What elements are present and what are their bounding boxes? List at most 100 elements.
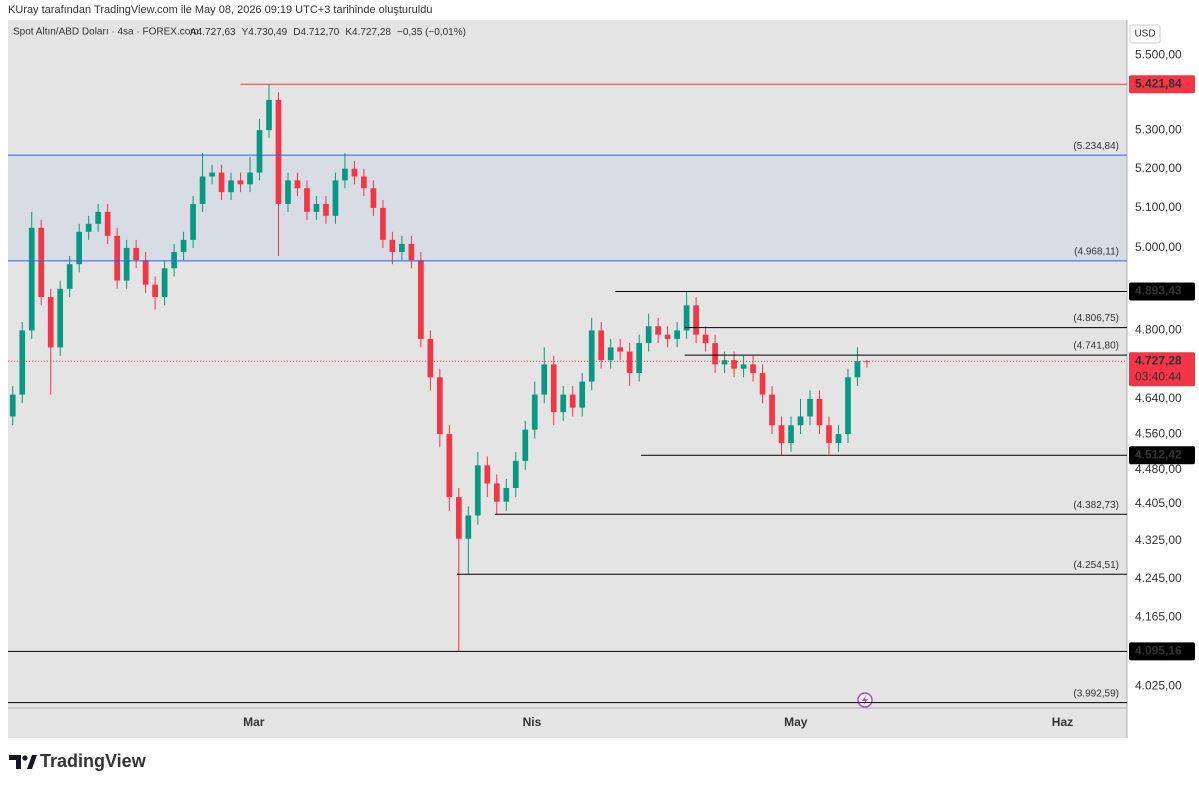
candle-body <box>228 180 234 193</box>
y-tick-label: 4.480,00 <box>1135 462 1182 476</box>
candle-body <box>484 465 491 484</box>
candle-body <box>436 377 443 435</box>
candle-body <box>769 394 775 426</box>
candle-body <box>275 99 282 204</box>
y-tick-label: 4.245,00 <box>1135 571 1182 585</box>
countdown: 03:40:44 <box>1135 369 1182 383</box>
candle-body <box>617 347 624 352</box>
candle-body <box>493 483 500 502</box>
candle-body <box>342 168 348 181</box>
candle-body <box>550 364 557 413</box>
y-tick-label: 5.300,00 <box>1135 122 1182 136</box>
candle-body <box>778 425 785 443</box>
candle-body <box>636 343 643 373</box>
x-tick-label: Mar <box>243 715 265 729</box>
candle-body <box>256 130 263 173</box>
level-axis-label: 4.893,43 <box>1135 284 1182 298</box>
y-tick-label: 5.100,00 <box>1135 200 1182 214</box>
candle-body <box>190 203 196 240</box>
candle-body <box>816 398 823 426</box>
candle-body <box>418 260 424 339</box>
candle-body <box>38 227 45 298</box>
y-tick-label: 4.405,00 <box>1135 496 1182 510</box>
candle-body <box>313 203 320 212</box>
candle-body <box>645 326 652 344</box>
currency: USD <box>1134 29 1155 40</box>
candle-body <box>797 416 804 426</box>
candle-body <box>180 239 187 252</box>
candle-body <box>294 180 301 189</box>
level-axis-label: 5.421,84 <box>1135 76 1182 90</box>
candle-body <box>199 176 206 204</box>
candle-body <box>522 429 529 461</box>
level-axis-box <box>1129 75 1195 94</box>
level-label: (5.234,84) <box>1073 141 1119 152</box>
candle-body <box>759 372 766 395</box>
candle-body <box>247 172 253 185</box>
candle-body <box>152 284 158 298</box>
candle-body <box>427 338 434 378</box>
candle-body <box>674 330 680 339</box>
level-axis-box <box>1129 446 1195 465</box>
candle-body <box>408 243 415 261</box>
candle-body <box>541 364 548 395</box>
level-axis-box <box>1129 282 1195 301</box>
zone <box>8 155 1127 261</box>
candle-body <box>285 180 291 204</box>
candle-body <box>161 268 168 298</box>
candle-body <box>512 460 519 488</box>
x-tick-label: Nis <box>523 715 542 729</box>
candle-body <box>788 425 794 443</box>
time-axis-background <box>8 708 1127 738</box>
brand: TradingView <box>40 751 147 771</box>
candle-body <box>104 211 111 236</box>
candle-body <box>455 497 462 539</box>
candle-body <box>854 361 861 378</box>
candle-body <box>446 434 453 498</box>
candle-body <box>845 377 851 435</box>
candle-body <box>123 247 130 281</box>
level-label: (4.382,73) <box>1073 500 1119 511</box>
candle-body <box>351 168 358 177</box>
candle-body <box>607 347 614 361</box>
level-label: (4.968,11) <box>1074 247 1119 258</box>
candle-body <box>474 465 481 516</box>
credit: KUray tarafından TradingView.com ile May… <box>8 4 432 16</box>
candle-body <box>826 425 832 443</box>
candle-body <box>171 251 177 269</box>
candle-body <box>569 394 576 408</box>
candle-body <box>579 381 586 408</box>
candle-body <box>237 180 244 185</box>
candle-body <box>503 487 510 502</box>
level-axis-label: 4.095,16 <box>1135 644 1182 658</box>
ohlc-value: A4.727,63 <box>190 27 236 38</box>
candle-body <box>465 515 472 539</box>
candle-body <box>380 207 386 240</box>
candle-body <box>835 434 842 443</box>
event-icon-bolt <box>862 695 868 705</box>
logo-dot <box>22 755 28 761</box>
y-tick-label: 4.640,00 <box>1135 391 1182 405</box>
level-axis-box <box>1129 642 1195 661</box>
ohlc-value: Y4.730,49 <box>242 27 288 38</box>
x-tick-label: Haz <box>1052 715 1073 729</box>
level-axis-label: 4.512,42 <box>1135 447 1182 461</box>
candle-body <box>85 223 92 232</box>
level-label: (4.806,75) <box>1073 313 1119 324</box>
candle-body <box>142 260 149 285</box>
candle-body <box>9 394 16 417</box>
candle-body <box>114 235 120 281</box>
y-tick-label: 4.560,00 <box>1135 426 1182 440</box>
candle-body <box>218 172 225 193</box>
candle-body <box>712 343 718 365</box>
candle-body <box>66 264 73 289</box>
y-tick-label: 4.165,00 <box>1135 609 1182 623</box>
last-price-box <box>1129 352 1195 387</box>
logo-mark <box>9 755 21 769</box>
candle-body <box>389 239 396 252</box>
ohlc-value: K4.727,28 <box>345 27 391 38</box>
candle-body <box>731 360 737 369</box>
symbol: Spot Altın/ABD Doları · 4sa · FOREX.com <box>13 27 199 38</box>
